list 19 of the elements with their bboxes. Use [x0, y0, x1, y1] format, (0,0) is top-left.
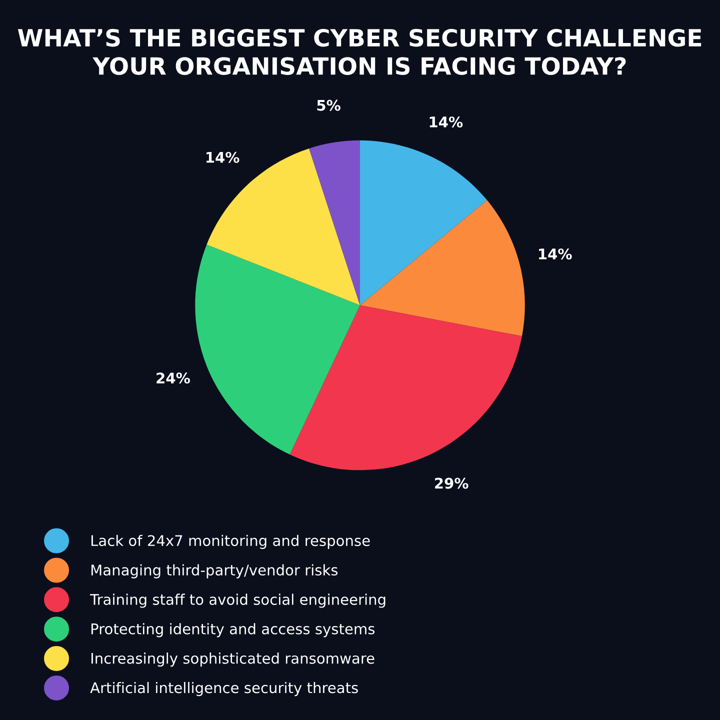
pie-slice — [195, 244, 360, 454]
pie-slice — [309, 140, 360, 306]
pie-slice — [360, 200, 525, 336]
chart-title: WHAT’S THE BIGGEST CYBER SECURITY CHALLENGE YOUR ORGANISATION IS FACING TODAY? — [18, 28, 702, 75]
legend-label: Training staff to avoid social engineering — [90, 594, 386, 608]
data-label: 14% — [430, 116, 463, 128]
legend-label: Managing third-party/vendor risks — [91, 564, 338, 578]
pie-slice — [360, 140, 488, 306]
pie-slice — [290, 305, 522, 470]
data-label: 14% — [206, 152, 240, 163]
data-label: 5% — [317, 100, 340, 111]
data-label: 29% — [435, 478, 468, 489]
pie-slice — [206, 148, 360, 306]
legend-label: Protecting identity and access systems — [91, 623, 375, 638]
legend-label: Lack of 24x7 monitoring and response — [91, 534, 370, 549]
data-label: 14% — [539, 248, 572, 260]
legend-label: Artificial intelligence security threats — [90, 682, 358, 696]
legend-label: Increasingly sophisticated ransomware — [91, 652, 374, 667]
data-label: 24% — [156, 372, 190, 384]
